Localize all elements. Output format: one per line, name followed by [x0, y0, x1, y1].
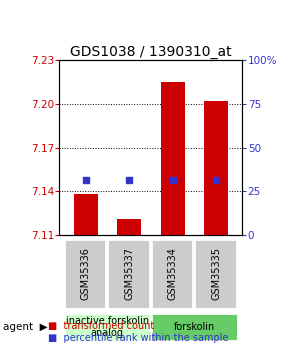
Text: ■  percentile rank within the sample: ■ percentile rank within the sample [48, 333, 228, 343]
Text: GSM35335: GSM35335 [211, 247, 221, 300]
Bar [74, 194, 97, 235]
Bar [161, 82, 184, 235]
Text: agent  ▶: agent ▶ [3, 322, 48, 332]
Title: GDS1038 / 1390310_at: GDS1038 / 1390310_at [70, 45, 232, 59]
Bar [64, 239, 106, 308]
Text: GSM35337: GSM35337 [124, 247, 134, 300]
Text: inactive forskolin
analog: inactive forskolin analog [66, 316, 149, 338]
Text: GSM35334: GSM35334 [168, 248, 177, 300]
Bar [194, 239, 237, 308]
Bar [64, 313, 151, 342]
Text: forskolin: forskolin [174, 322, 215, 332]
Text: ■  transformed count: ■ transformed count [48, 322, 154, 331]
Text: GSM35336: GSM35336 [81, 248, 90, 300]
Bar [151, 239, 193, 308]
Bar [117, 219, 141, 235]
Bar [151, 313, 238, 342]
Bar [204, 101, 228, 235]
Bar [107, 239, 150, 308]
